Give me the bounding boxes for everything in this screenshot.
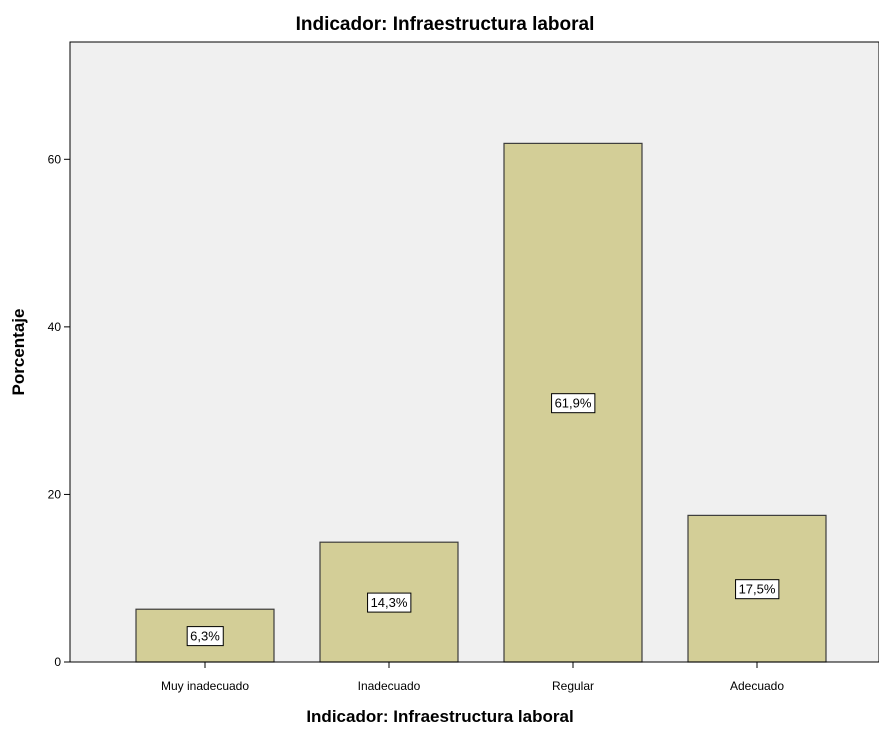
data-label-muy-inadecuado: 6,3% (186, 626, 224, 647)
x-axis-label: Indicador: Infraestructura laboral (306, 707, 573, 726)
x-tick-label: Inadecuado (358, 679, 421, 693)
data-label-inadecuado: 14,3% (367, 592, 412, 613)
data-label-box (186, 626, 224, 647)
y-axis-label: Porcentaje (9, 309, 28, 396)
data-label-adecuado: 17,5% (735, 579, 780, 600)
data-labels-layer: 6,3% 14,3% 61,9% 17,5% (186, 393, 780, 647)
data-label-text: 17,5% (739, 582, 776, 597)
data-label-box (367, 592, 412, 613)
data-label-box (551, 393, 596, 414)
bars-layer (135, 142, 827, 663)
x-tick-label: Regular (552, 679, 594, 693)
y-tick-label: 20 (48, 487, 62, 501)
y-tick-label: 60 (48, 152, 62, 166)
axes-layer: 0 20 40 60 Muy inadecuado Inadecuado Regular Ad… (48, 42, 879, 693)
data-label-box (735, 579, 780, 600)
x-tick-label: Muy inadecuado (161, 679, 249, 693)
y-tick-label: 0 (54, 655, 61, 669)
chart-title: Indicador: Infraestructura laboral (296, 14, 595, 35)
data-label-text: 14,3% (371, 595, 408, 610)
y-tick-label: 40 (48, 320, 62, 334)
data-label-text: 6,3% (190, 629, 220, 644)
data-label-regular: 61,9% (551, 393, 596, 414)
x-tick-label: Adecuado (730, 679, 784, 693)
data-label-text: 61,9% (555, 396, 592, 411)
